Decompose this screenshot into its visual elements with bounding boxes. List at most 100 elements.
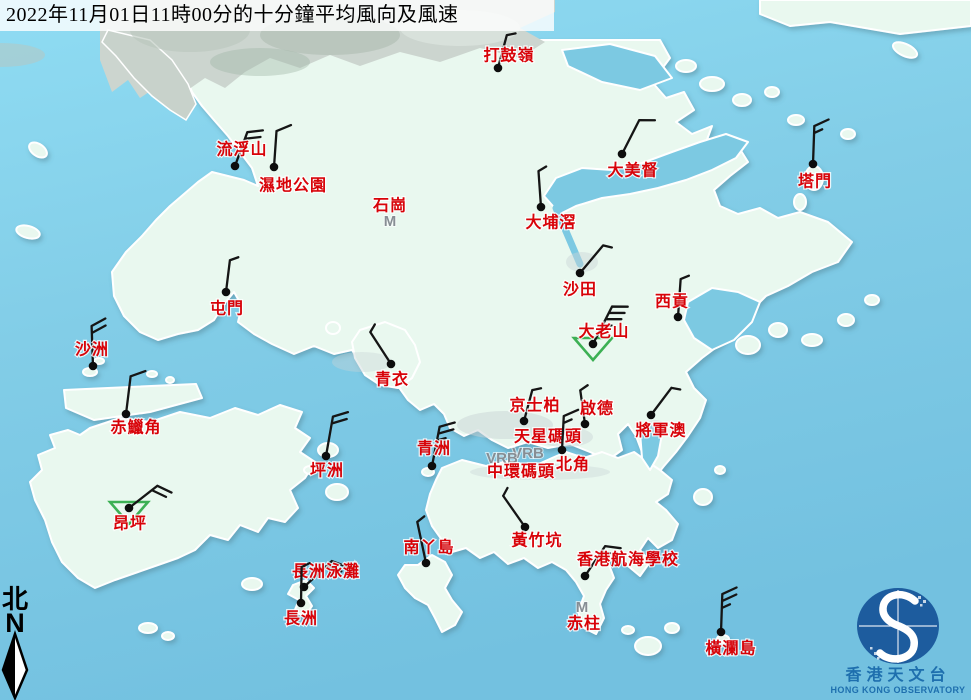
- wind-barb: [224, 256, 240, 294]
- station-tseung-kwan-o: 將軍澳: [634, 386, 687, 441]
- wind-barb: [324, 410, 350, 458]
- station-dot: [493, 63, 503, 73]
- wind-barb: [127, 484, 173, 510]
- wind-barb: [591, 305, 629, 346]
- wind-barb: [579, 384, 589, 426]
- station-label: 赤鱲角: [110, 418, 161, 437]
- wind-barb: [272, 123, 293, 169]
- station-dot: [421, 558, 431, 568]
- compass-arrow-dark-half: [3, 634, 15, 698]
- wind-barb: [124, 369, 147, 416]
- station-dot: [221, 287, 231, 297]
- wind-barb: [90, 317, 107, 368]
- station-label: 北角: [556, 455, 590, 474]
- station-dot: [121, 409, 131, 419]
- station-label: 青洲: [417, 439, 451, 458]
- wind-barb: [522, 387, 543, 423]
- wind-barb: [719, 586, 738, 634]
- wind-barb: [560, 408, 580, 452]
- wind-barb: [369, 323, 393, 366]
- junk-bay: [639, 423, 663, 471]
- station-dot: [808, 159, 818, 169]
- station-kings-park: 京士柏: [508, 387, 561, 426]
- station-hk-sea-school: 香港航海學校: [575, 545, 679, 581]
- station-label: 長洲: [284, 610, 318, 628]
- station-label: 西貢: [655, 293, 689, 311]
- station-kai-tak: 啟德: [579, 384, 614, 429]
- north-compass: 北 N: [1, 585, 29, 700]
- wind-barb: [430, 421, 456, 468]
- station-label: 中環碼頭: [487, 462, 555, 481]
- station-tates-cairn: 大老山: [571, 305, 630, 362]
- station-cheung-chau: 長洲: [283, 561, 318, 629]
- station-label: 南丫島: [403, 538, 454, 557]
- wind-barb: [620, 118, 657, 156]
- station-label: 大埔滘: [525, 213, 576, 232]
- station-dot: [588, 339, 598, 349]
- islets-group: [15, 41, 919, 656]
- wind-barb: [302, 559, 348, 589]
- station-label: 沙洲: [75, 341, 109, 359]
- station-dot: [230, 161, 240, 171]
- station-dot: [673, 312, 683, 322]
- station-dot: [716, 627, 726, 637]
- lantau-island: [29, 404, 316, 589]
- station-dot: [646, 410, 656, 420]
- station-tuen-mun: 屯門: [209, 256, 244, 319]
- wind-barb: [299, 561, 311, 605]
- tolo-harbour: [543, 133, 749, 215]
- station-dot: [536, 202, 546, 212]
- urban-tint: [332, 252, 667, 480]
- station-dot: [520, 522, 530, 532]
- station-dot: [88, 361, 98, 371]
- station-north-point: 北角: [555, 408, 590, 475]
- wind-barb: [233, 129, 265, 168]
- station-dot: [124, 503, 134, 513]
- station-ngong-ping: 昂坪: [107, 484, 173, 534]
- station-ta-kwu-ling: 打鼓嶺: [482, 32, 535, 73]
- station-lamma-island: 南丫島: [402, 515, 455, 568]
- station-label: 濕地公園: [259, 176, 327, 195]
- map-title: 2022年11月01日11時00分的十分鐘平均風向及風速: [0, 0, 554, 31]
- wind-barb: [578, 244, 613, 275]
- station-waglan-island: 橫瀾島: [704, 586, 757, 659]
- compass-n-label: N: [5, 608, 25, 638]
- station-label: 青衣: [375, 370, 409, 389]
- station-dot: [269, 162, 279, 172]
- station-label: 啟德: [580, 399, 614, 418]
- wind-barb: [537, 165, 548, 209]
- station-label: 屯門: [210, 299, 244, 318]
- station-dot: [427, 461, 437, 471]
- station-green-island: 青洲: [416, 421, 456, 471]
- hko-logo-pixels: [870, 596, 926, 660]
- station-wetland-park: 濕地公園: [258, 123, 327, 196]
- missing-data-marker: M: [576, 599, 589, 616]
- station-label: 大老山: [578, 322, 629, 341]
- station-label: 香港航海學校: [576, 550, 679, 569]
- station-tsing-yi: 青衣: [369, 323, 409, 390]
- station-chek-lap-kok: 赤鱲角: [109, 369, 162, 438]
- wind-barb: [583, 545, 622, 578]
- station-stanley: M赤柱: [566, 598, 601, 634]
- hong-kong-island: [425, 451, 679, 635]
- map-title-text: 2022年11月01日11時00分的十分鐘平均風向及風速: [6, 4, 459, 26]
- shing-mun-channel: [552, 204, 584, 268]
- hko-logo: 香港天文台 HONG KONG OBSERVATORY: [831, 588, 965, 695]
- station-dot: [580, 419, 590, 429]
- station-label: 京士柏: [509, 396, 560, 415]
- station-label: 天星碼頭: [514, 428, 582, 446]
- station-label: 赤柱: [567, 614, 601, 633]
- station-sha-chau: 沙洲: [74, 317, 109, 371]
- station-sai-kung: 西貢: [654, 274, 691, 322]
- station-tap-mun: 塔門: [797, 118, 832, 192]
- wind-barb: [811, 118, 830, 166]
- station-wong-chuk-hang: 黃竹坑: [502, 486, 563, 551]
- lamma-island-land: [397, 554, 463, 633]
- port-shelter: [683, 287, 761, 351]
- station-label: 大美督: [607, 161, 658, 180]
- station-tai-mei-tuk: 大美督: [606, 118, 659, 181]
- station-label: 橫瀾島: [705, 639, 756, 658]
- new-territories-kowloon: [111, 39, 853, 477]
